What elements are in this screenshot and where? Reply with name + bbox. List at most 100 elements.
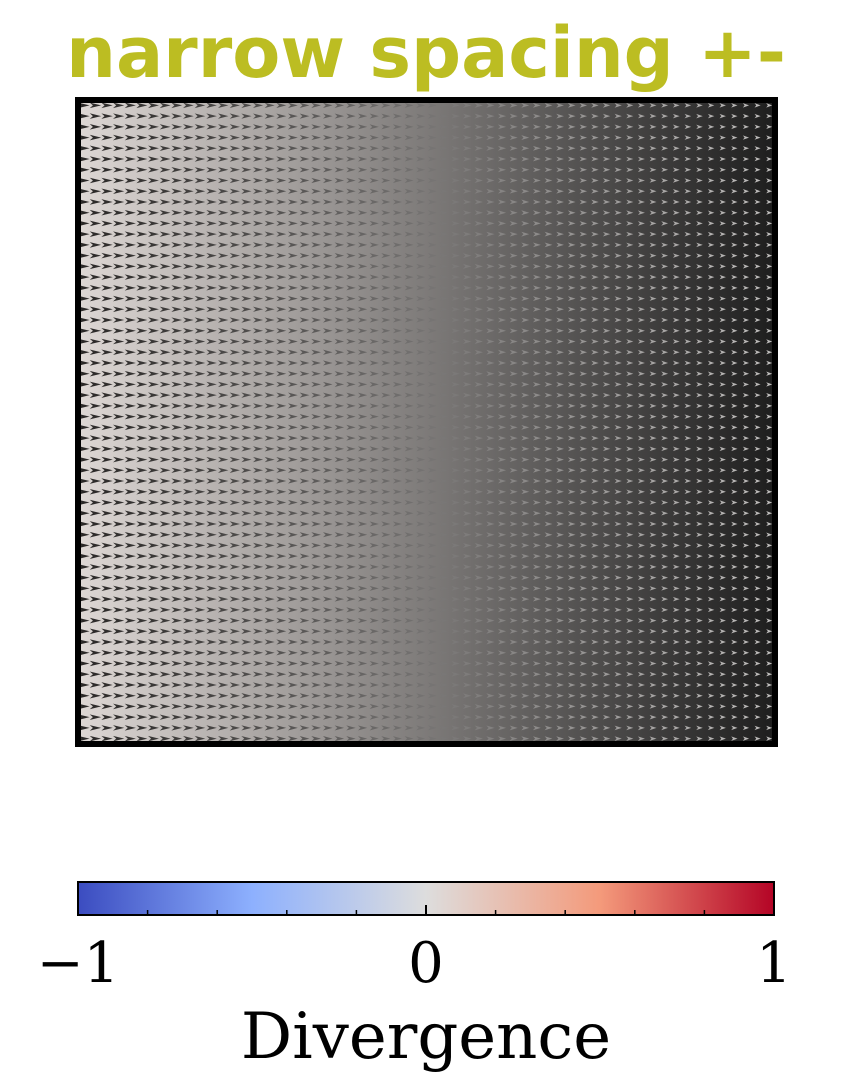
quiver-arrow xyxy=(322,167,333,173)
quiver-arrow xyxy=(509,671,518,677)
quiver-arrow xyxy=(159,156,171,162)
quiver-arrow xyxy=(206,682,217,688)
quiver-arrow xyxy=(532,199,541,205)
quiver-arrow xyxy=(183,456,194,463)
quiver-arrow xyxy=(427,575,437,581)
quiver-arrow xyxy=(556,263,564,269)
quiver-arrow xyxy=(544,543,553,548)
quiver-arrow xyxy=(416,489,426,495)
quiver-arrow xyxy=(439,457,449,463)
quiver-arrow xyxy=(392,671,402,677)
quiver-arrow xyxy=(148,124,159,130)
quiver-arrow xyxy=(462,714,472,720)
quiver-arrow xyxy=(497,392,507,398)
quiver-arrow xyxy=(661,725,669,731)
quiver-arrow xyxy=(567,242,576,248)
quiver-arrow xyxy=(649,607,657,613)
quiver-arrow xyxy=(742,596,750,602)
quiver-arrow xyxy=(369,510,379,516)
quiver-arrow xyxy=(113,435,125,441)
quiver-arrow xyxy=(649,178,657,183)
quiver-arrow xyxy=(766,521,773,527)
quiver-arrow xyxy=(661,188,669,194)
quiver-arrow xyxy=(742,231,750,237)
quiver-arrow xyxy=(113,156,125,162)
quiver-arrow xyxy=(194,295,206,302)
quiver-arrow xyxy=(474,328,483,334)
quiver-arrow xyxy=(241,338,252,345)
quiver-arrow xyxy=(357,628,368,634)
quiver-arrow xyxy=(381,725,391,731)
quiver-arrow xyxy=(299,693,310,699)
quiver-arrow xyxy=(276,499,287,506)
quiver-arrow xyxy=(206,435,217,441)
quiver-arrow xyxy=(591,414,599,419)
quiver-arrow xyxy=(159,134,171,141)
quiver-arrow xyxy=(124,703,136,710)
quiver-arrow xyxy=(276,392,287,398)
quiver-arrow xyxy=(113,510,125,517)
quiver-arrow xyxy=(194,660,206,667)
quiver-arrow xyxy=(544,285,553,291)
quiver-arrow xyxy=(218,231,229,237)
quiver-arrow xyxy=(206,317,217,323)
quiver-arrow xyxy=(439,500,449,505)
quiver-arrow xyxy=(532,306,541,312)
quiver-arrow xyxy=(89,263,102,270)
quiver-arrow xyxy=(148,209,159,216)
quiver-arrow xyxy=(299,274,310,280)
quiver-arrow xyxy=(579,457,588,462)
quiver-arrow xyxy=(731,435,738,441)
quiver-arrow xyxy=(124,113,136,119)
quiver-arrow xyxy=(556,145,564,151)
quiver-arrow xyxy=(707,124,715,130)
quiver-arrow xyxy=(311,113,321,119)
quiver-arrow xyxy=(276,542,287,549)
quiver-arrow xyxy=(206,102,217,109)
quiver-arrow xyxy=(264,156,275,162)
quiver-arrow xyxy=(159,639,171,645)
quiver-arrow xyxy=(229,456,240,463)
quiver-arrow xyxy=(766,478,773,484)
quiver-arrow xyxy=(416,424,426,430)
quiver-arrow xyxy=(591,328,599,334)
quiver-arrow xyxy=(276,338,287,345)
quiver-arrow xyxy=(218,156,229,162)
quiver-arrow xyxy=(89,510,102,517)
quiver-arrow xyxy=(392,210,402,216)
quiver-arrow xyxy=(742,586,750,591)
quiver-arrow xyxy=(649,135,657,140)
quiver-arrow xyxy=(113,209,125,216)
quiver-arrow xyxy=(113,199,125,205)
quiver-arrow xyxy=(322,199,333,205)
quiver-arrow xyxy=(381,285,391,291)
quiver-arrow xyxy=(451,457,460,463)
quiver-arrow xyxy=(113,456,125,463)
quiver-arrow xyxy=(171,392,183,398)
quiver-arrow xyxy=(404,177,414,184)
quiver-arrow xyxy=(322,553,333,559)
quiver-arrow xyxy=(89,725,102,731)
quiver-arrow xyxy=(299,167,310,173)
quiver-arrow xyxy=(532,424,541,430)
quiver-arrow xyxy=(89,285,102,291)
quiver-arrow xyxy=(637,586,645,591)
quiver-arrow xyxy=(661,575,669,580)
quiver-arrow xyxy=(136,628,148,635)
quiver-arrow xyxy=(497,542,507,548)
quiver-arrow xyxy=(171,317,183,323)
quiver-arrow xyxy=(591,575,599,580)
quiver-arrow xyxy=(614,403,622,409)
quiver-arrow xyxy=(462,478,472,484)
quiver-arrow xyxy=(311,145,321,151)
quiver-arrow xyxy=(287,306,298,312)
quiver-arrow xyxy=(194,285,206,291)
quiver-arrow xyxy=(357,725,368,731)
quiver-arrow xyxy=(287,682,298,688)
quiver-arrow xyxy=(89,521,102,527)
quiver-arrow xyxy=(334,134,345,141)
quiver-arrow xyxy=(672,360,680,366)
quiver-arrow xyxy=(439,263,449,269)
quiver-arrow xyxy=(661,135,669,140)
quiver-arrow xyxy=(684,178,692,183)
